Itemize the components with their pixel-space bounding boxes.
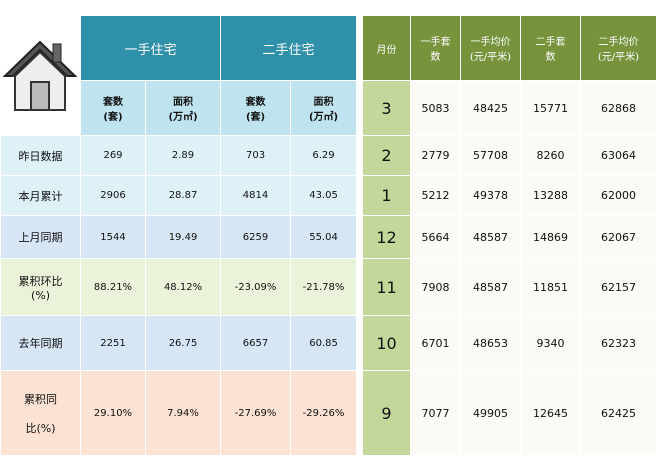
mon-cell: 10	[362, 315, 411, 371]
grp-cell: 一手住宅	[79, 15, 222, 81]
mon-cell: 2	[362, 135, 411, 176]
lab-cell: 累积环比 (%)	[0, 258, 81, 316]
val-cell: 6259	[220, 215, 292, 259]
mon-cell: 1	[362, 175, 411, 216]
rh-cell: 一手套 数	[410, 15, 461, 81]
val-cell: 2906	[80, 175, 146, 216]
table-row: 一手住宅 二手住宅	[0, 15, 358, 136]
rv-cell: 14869	[520, 215, 581, 259]
rv-cell: 15771	[520, 80, 581, 136]
val-cell: 7.94%	[144, 370, 222, 456]
rh-cell: 二手均价 (元/平米)	[580, 15, 657, 81]
val-cell: 48.12%	[144, 258, 222, 316]
rv-cell: 62000	[580, 175, 657, 216]
val-cell: 19.49	[144, 215, 222, 259]
val-cell: -21.78%	[290, 258, 358, 316]
val-cell: 55.04	[290, 215, 358, 259]
rv-cell: 62067	[580, 215, 657, 259]
table-row: 本月累计 2906 28.87 4814 43.05	[0, 175, 358, 216]
val-cell: 26.75	[144, 315, 222, 371]
table-row: 11 7908 48587 11851 62157	[362, 258, 657, 316]
rv-cell: 48587	[460, 215, 521, 259]
rv-cell: 62323	[580, 315, 657, 371]
val-cell: 43.05	[290, 175, 358, 216]
table-row: 2 2779 57708 8260 63064	[362, 135, 657, 176]
sub-cell: 面积 (万㎡)	[290, 80, 358, 136]
rv-cell: 9340	[520, 315, 581, 371]
rv-cell: 62157	[580, 258, 657, 316]
val-cell: 28.87	[144, 175, 222, 216]
monthly-table: 月份 一手套 数一手均价 (元/平米) 二手套 数二手均价 (元/平米) 3 5083 4…	[362, 15, 657, 456]
table-row: 累积环比 (%) 88.21% 48.12% -23.09% -21.78%	[0, 258, 358, 316]
rv-cell: 57708	[460, 135, 521, 176]
val-cell: 4814	[220, 175, 292, 216]
rv-cell: 7077	[410, 370, 461, 456]
sub-cell: 套数 (套)	[80, 80, 146, 136]
val-cell: 88.21%	[80, 258, 146, 316]
rv-cell: 62868	[580, 80, 657, 136]
table-row: 9 7077 49905 12645 62425	[362, 370, 657, 456]
table-row: 1 5212 49378 13288 62000	[362, 175, 657, 216]
sub-cell: 套数 (套)	[220, 80, 292, 136]
table-row: 12 5664 48587 14869 62067	[362, 215, 657, 259]
rv-cell: 5664	[410, 215, 461, 259]
lab-cell: 去年同期	[0, 315, 81, 371]
rv-cell: 48425	[460, 80, 521, 136]
table-row: 3 5083 48425 15771 62868	[362, 80, 657, 136]
housing-table: 一手住宅 二手住宅 套数 (套) 面积 (万㎡) 套数 (套) 面积 (万㎡) 昨日数据 26…	[0, 15, 358, 456]
val-cell: -29.26%	[290, 370, 358, 456]
rh-cell: 月份	[362, 15, 411, 81]
lab-cell: 昨日数据	[0, 135, 81, 176]
val-cell: 2251	[80, 315, 146, 371]
rv-cell: 8260	[520, 135, 581, 176]
mon-cell: 9	[362, 370, 411, 456]
rv-cell: 6701	[410, 315, 461, 371]
rv-cell: 5212	[410, 175, 461, 216]
rv-cell: 13288	[520, 175, 581, 216]
val-cell: 6.29	[290, 135, 358, 176]
rv-cell: 49378	[460, 175, 521, 216]
val-cell: 29.10%	[80, 370, 146, 456]
lab-cell: 上月同期	[0, 215, 81, 259]
mon-cell: 11	[362, 258, 411, 316]
table-row: 累积同 比(%) 29.10% 7.94% -27.69% -29.26%	[0, 370, 358, 456]
table-row: 套数 (套) 面积 (万㎡) 套数 (套) 面积 (万㎡)	[1, 80, 358, 136]
table-row: 月份 一手套 数一手均价 (元/平米) 二手套 数二手均价 (元/平米)	[362, 15, 657, 81]
rh-cell: 一手均价 (元/平米)	[460, 15, 521, 81]
rv-cell: 48653	[460, 315, 521, 371]
table-row: 10 6701 48653 9340 62323	[362, 315, 657, 371]
val-cell: 60.85	[290, 315, 358, 371]
lab-cell: 本月累计	[0, 175, 81, 216]
val-cell: -27.69%	[220, 370, 292, 456]
icon-cell	[0, 15, 81, 136]
rh-cell: 二手套 数	[520, 15, 581, 81]
mon-cell: 3	[362, 80, 411, 136]
rv-cell: 12645	[520, 370, 581, 456]
val-cell: 703	[220, 135, 292, 176]
sub-cell: 面积 (万㎡)	[144, 80, 222, 136]
rv-cell: 2779	[410, 135, 461, 176]
rv-cell: 63064	[580, 135, 657, 176]
lab-cell: 累积同 比(%)	[0, 370, 81, 456]
rv-cell: 62425	[580, 370, 657, 456]
house-icon	[2, 40, 78, 111]
val-cell: 6657	[220, 315, 292, 371]
val-cell: -23.09%	[220, 258, 292, 316]
val-cell: 269	[80, 135, 146, 176]
table-row: 去年同期 2251 26.75 6657 60.85	[0, 315, 358, 371]
rv-cell: 49905	[460, 370, 521, 456]
table-row: 上月同期 1544 19.49 6259 55.04	[0, 215, 358, 259]
rv-cell: 11851	[520, 258, 581, 316]
val-cell: 2.89	[144, 135, 222, 176]
rv-cell: 48587	[460, 258, 521, 316]
table-row: 昨日数据 269 2.89 703 6.29	[0, 135, 358, 176]
grp-cell: 二手住宅	[220, 15, 358, 81]
rv-cell: 5083	[410, 80, 461, 136]
mon-cell: 12	[362, 215, 411, 259]
val-cell: 1544	[80, 215, 146, 259]
rv-cell: 7908	[410, 258, 461, 316]
